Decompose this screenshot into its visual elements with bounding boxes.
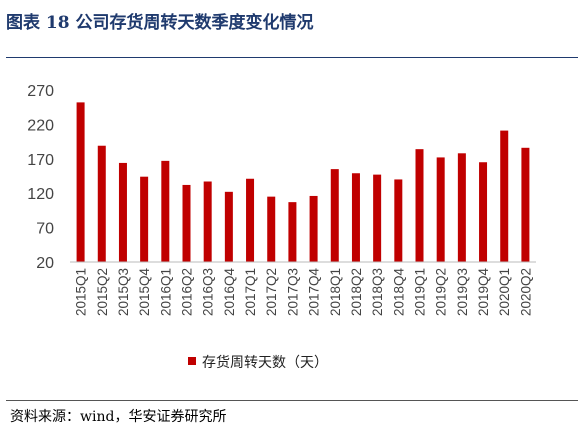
x-tick-label: 2016Q1 <box>158 268 173 316</box>
bar-2020Q2 <box>521 147 530 262</box>
y-tick-label: 70 <box>36 221 54 238</box>
bar-2017Q1 <box>246 178 255 262</box>
x-tick-label: 2017Q2 <box>264 268 279 316</box>
bar-2017Q3 <box>288 202 297 262</box>
x-tick-label: 2019Q1 <box>413 268 428 316</box>
y-tick-label: 170 <box>27 152 54 169</box>
bars <box>76 102 530 262</box>
bar-2016Q3 <box>203 181 212 262</box>
x-tick-label: 2015Q4 <box>137 268 152 317</box>
legend-label: 存货周转天数（天） <box>202 354 328 371</box>
legend-swatch <box>188 357 196 365</box>
y-tick-label: 120 <box>27 186 54 203</box>
bar-2015Q3 <box>118 162 127 262</box>
x-tick-label: 2018Q1 <box>328 268 343 316</box>
x-tick-label: 2018Q2 <box>349 268 364 316</box>
x-tick-label: 2019Q3 <box>455 268 470 316</box>
x-tick-label: 2020Q1 <box>497 268 512 316</box>
x-tick-label: 2019Q2 <box>434 268 449 316</box>
bar-2018Q3 <box>373 174 382 262</box>
x-tick-label: 2019Q4 <box>476 268 491 317</box>
x-tick-label: 2015Q3 <box>116 268 131 316</box>
bar-2020Q1 <box>500 130 509 262</box>
x-tick-label: 2017Q1 <box>243 268 258 316</box>
x-tick-label: 2018Q3 <box>370 268 385 316</box>
bar-2016Q1 <box>161 160 170 262</box>
title-divider <box>6 57 578 58</box>
y-tick-label: 270 <box>27 83 54 100</box>
x-tick-label: 2016Q4 <box>222 268 237 317</box>
bar-2017Q2 <box>267 196 276 262</box>
x-tick-label: 2016Q3 <box>201 268 216 316</box>
bar-2015Q2 <box>97 145 106 262</box>
bar-2016Q4 <box>224 191 233 262</box>
legend: 存货周转天数（天） <box>188 354 328 371</box>
bar-2018Q1 <box>330 169 339 262</box>
x-tick-label: 2015Q1 <box>74 268 89 316</box>
source-divider <box>6 400 578 401</box>
y-tick-label: 20 <box>36 255 54 272</box>
x-tick-label: 2015Q2 <box>95 268 110 316</box>
x-tick-label: 2017Q4 <box>307 268 322 317</box>
source-note: 资料来源：wind，华安证券研究所 <box>10 409 227 425</box>
bar-2019Q4 <box>479 162 488 262</box>
x-axis: 2015Q1 2015Q2 2015Q3 2015Q4 2016Q1 2016Q2 2016… <box>70 261 536 317</box>
bar-2019Q3 <box>457 153 466 262</box>
y-axis: 20 70 120 170 220 270 <box>27 83 54 272</box>
chart-title: 图表 18 公司存货周转天数季度变化情况 <box>6 13 314 33</box>
bar-2015Q1 <box>76 102 85 262</box>
bar-2017Q4 <box>309 195 318 262</box>
x-tick-label: 2018Q4 <box>391 268 406 317</box>
bar-2016Q2 <box>182 184 191 262</box>
x-tick-label: 2017Q3 <box>285 268 300 316</box>
x-tick-label: 2020Q2 <box>518 268 533 316</box>
x-tick-label: 2016Q2 <box>180 268 195 316</box>
bar-2015Q4 <box>140 176 149 262</box>
bar-2019Q2 <box>436 157 445 262</box>
bar-2019Q1 <box>415 149 424 262</box>
y-tick-label: 220 <box>27 117 54 134</box>
bar-2018Q2 <box>351 173 360 262</box>
bar-2018Q4 <box>394 179 403 262</box>
